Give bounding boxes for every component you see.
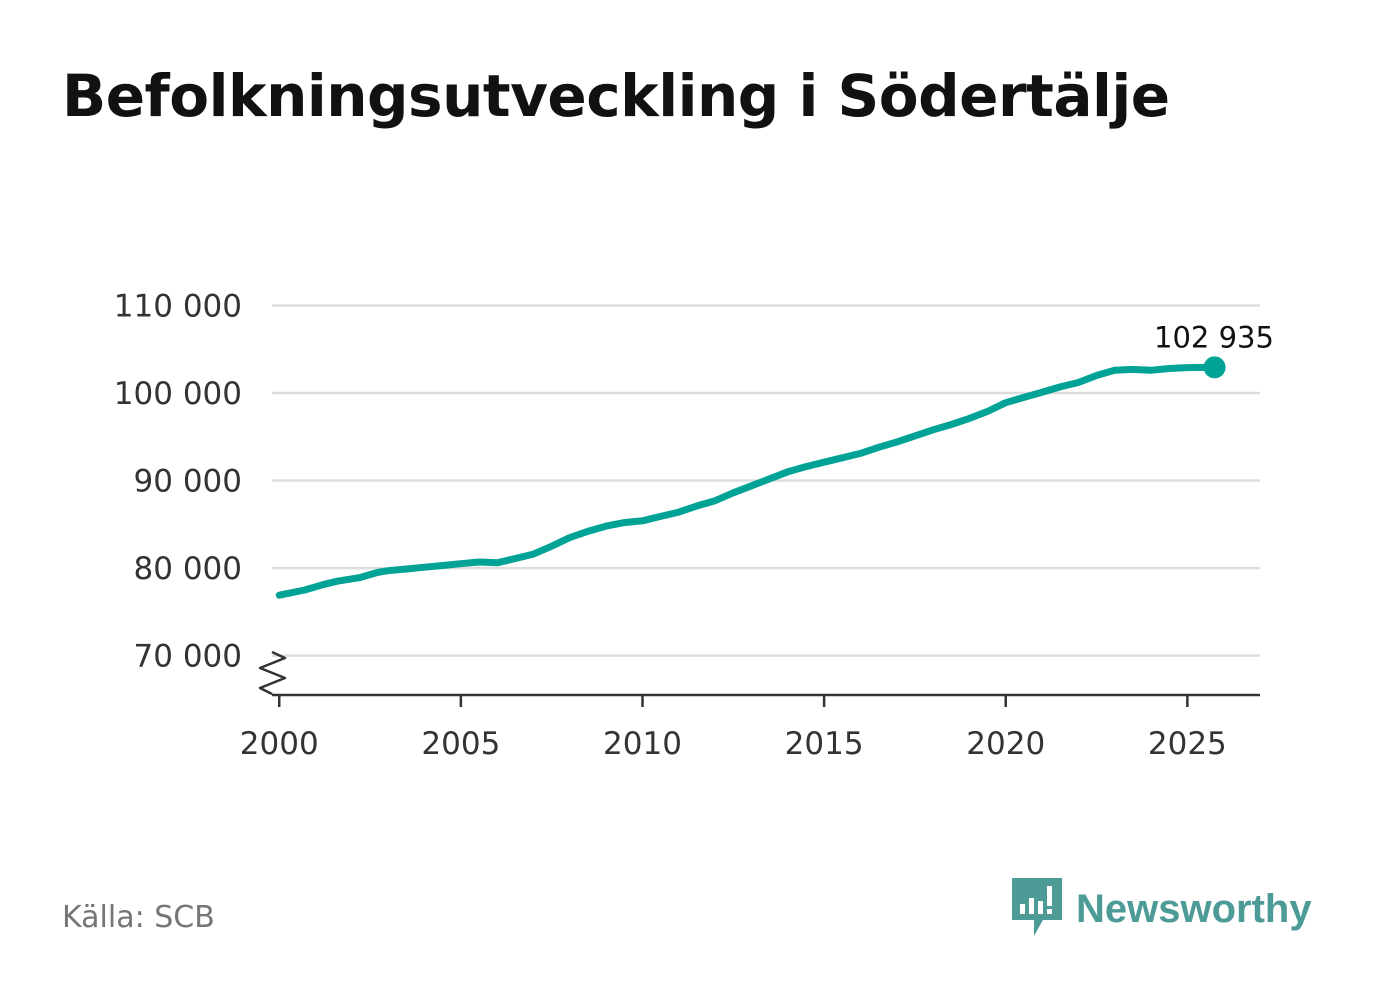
brand-logo[interactable]: Newsworthy [1012, 878, 1312, 940]
axis-break-icon [258, 650, 287, 696]
x-tick-label: 2000 [240, 726, 319, 762]
y-tick-label: 90 000 [134, 464, 242, 500]
newsworthy-logo-icon [1012, 878, 1062, 936]
x-tick-label: 2005 [421, 726, 500, 762]
y-tick-label: 80 000 [134, 551, 242, 587]
end-point-marker [1203, 356, 1226, 379]
x-tick-label: 2010 [603, 726, 682, 762]
series-line [275, 363, 1219, 599]
chart-title: Befolkningsutveckling i Södertälje [62, 62, 1170, 130]
brand-name: Newsworthy [1076, 886, 1312, 931]
source-label: Källa: SCB [62, 900, 215, 935]
end-value-label: 102 935 [1154, 320, 1274, 354]
x-tick-label: 2020 [966, 726, 1045, 762]
x-tick-label: 2015 [785, 726, 864, 762]
y-tick-label: 110 000 [114, 289, 242, 325]
y-tick-label: 70 000 [134, 639, 242, 675]
y-tick-label: 100 000 [114, 376, 242, 412]
x-tick-label: 2025 [1148, 726, 1227, 762]
